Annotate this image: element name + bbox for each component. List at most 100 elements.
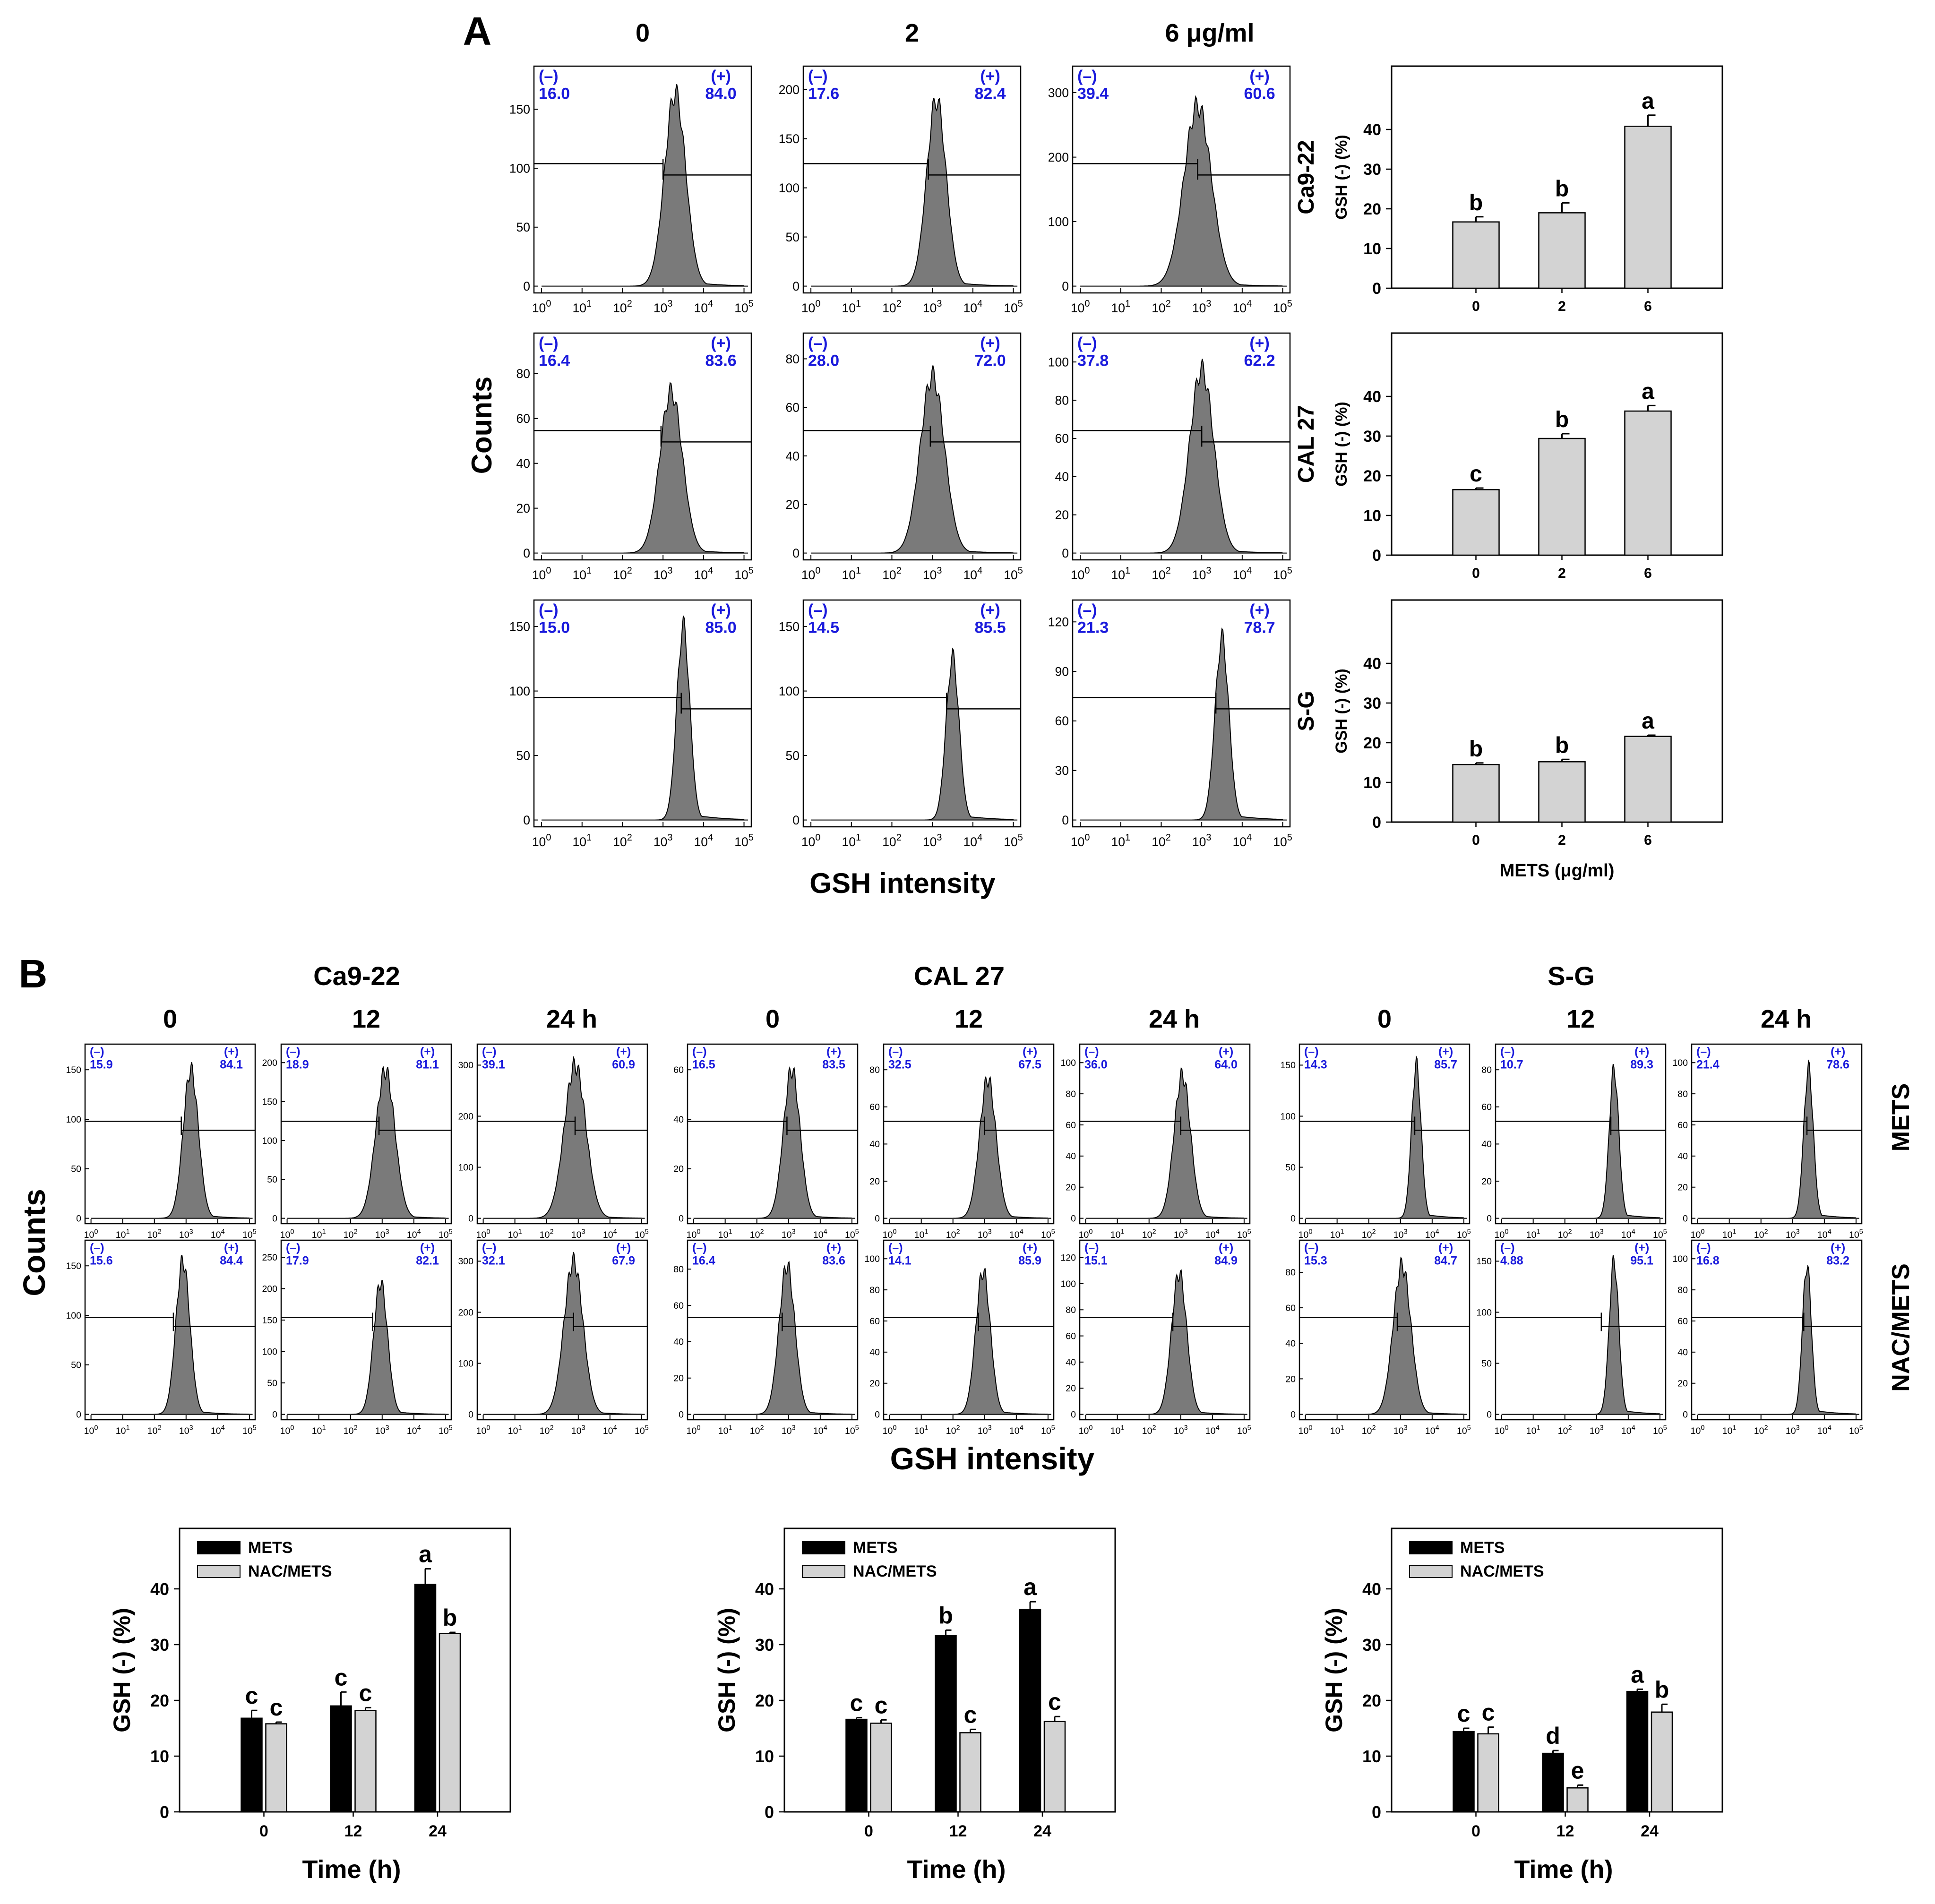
y-tick-label: 0	[792, 813, 800, 827]
x-tick-label: 102	[1142, 1424, 1156, 1436]
bar-ylabel: GSH (-) (%)	[714, 1608, 740, 1732]
histogram-b: (–)36.0 (+)64.0 0 20 40 60 80 100 100 101 102 103 10…	[1060, 1043, 1251, 1240]
bar-mets	[330, 1705, 352, 1813]
x-tick-label: 103	[923, 832, 942, 849]
y-tick-label: 40	[1066, 1151, 1076, 1162]
x-tick-label: 101	[1110, 1424, 1125, 1436]
x-tick-label: 103	[978, 1228, 992, 1240]
gate-positive-label: (+)	[1023, 1241, 1037, 1254]
x-tick-label: 103	[978, 1424, 992, 1436]
gate-negative-label: (–)	[1304, 1241, 1319, 1254]
significance-letter: d	[1546, 1723, 1560, 1749]
legend-label-mets: METS	[853, 1539, 897, 1557]
y-tick-label: 0	[160, 1802, 169, 1822]
y-tick-label: 100	[1672, 1058, 1688, 1068]
x-tick-label: 102	[613, 299, 632, 315]
y-tick-label: 150	[779, 132, 800, 146]
histogram-a: (–)21.3 (+)78.7 0 30 60 90 120 100 101 102 103 104 1…	[1048, 599, 1292, 849]
row-label-mets: METS	[1887, 1083, 1915, 1151]
y-tick-label: 0	[679, 1213, 684, 1224]
bar-ylabel: GSH (-) (%)	[109, 1608, 135, 1732]
x-tick-label: 2	[1558, 299, 1566, 314]
bar-mets	[1019, 1609, 1041, 1813]
x-tick-label: 104	[1233, 566, 1252, 582]
x-tick-label: 105	[1457, 1228, 1471, 1240]
x-tick-label: 102	[344, 1228, 358, 1240]
y-tick-label: 40	[516, 456, 531, 471]
concentration-header: 2	[905, 19, 919, 47]
gate-positive-label: (+)	[616, 1045, 631, 1058]
x-tick-label: 105	[242, 1424, 257, 1436]
y-tick-label: 150	[509, 102, 530, 116]
gate-positive-label: (+)	[1831, 1045, 1845, 1058]
y-tick-label: 30	[755, 1635, 774, 1655]
x-tick-label: 102	[540, 1228, 554, 1240]
x-tick-label: 103	[782, 1228, 796, 1240]
gate-positive-label: (+)	[1634, 1045, 1649, 1058]
gate-negative-label: (–)	[539, 601, 559, 619]
x-tick-label: 104	[694, 299, 714, 315]
cell-line-label: S-G	[1294, 691, 1319, 731]
gate-negative-value: 15.1	[1084, 1254, 1108, 1267]
significance-letter: c	[1457, 1700, 1471, 1727]
gate-negative-label: (–)	[888, 1045, 903, 1058]
gate-positive-value: 85.9	[1018, 1254, 1041, 1267]
y-tick-label: 50	[267, 1175, 277, 1185]
bar	[1538, 761, 1586, 823]
gate-positive-value: 82.1	[416, 1254, 439, 1267]
gate-positive-label: (+)	[711, 67, 731, 85]
gate-negative-label: (–)	[1500, 1241, 1515, 1254]
legend-label-mets: METS	[1460, 1539, 1505, 1557]
x-tick-label: 6	[1644, 566, 1652, 581]
histogram-curve	[542, 615, 748, 821]
concentration-header: 0	[636, 19, 650, 47]
significance-letter: a	[1642, 379, 1654, 404]
gate-negative-value: 15.0	[539, 619, 570, 637]
y-tick-label: 100	[66, 1311, 81, 1321]
y-tick-label: 50	[516, 220, 531, 234]
x-tick-label: 101	[914, 1424, 929, 1436]
y-tick-label: 200	[262, 1058, 277, 1068]
x-tick-label: 102	[882, 566, 902, 582]
y-tick-label: 60	[1285, 1303, 1296, 1313]
x-tick-label: 102	[1558, 1424, 1572, 1436]
y-tick-label: 40	[869, 1139, 880, 1149]
histogram-frame	[883, 1043, 1055, 1225]
bar-xlabel: Time (h)	[907, 1855, 1006, 1884]
x-tick-label: 105	[734, 566, 754, 582]
x-tick-label: 101	[1722, 1228, 1737, 1240]
x-tick-label: 104	[813, 1228, 827, 1240]
gate-negative-value: 4.88	[1500, 1254, 1523, 1267]
y-tick-label: 80	[1481, 1065, 1492, 1075]
y-tick-label: 100	[66, 1115, 81, 1125]
histogram-curve	[1080, 359, 1287, 554]
x-tick-label: 102	[750, 1424, 764, 1436]
x-tick-label: 101	[1111, 566, 1131, 582]
x-tick-label: 100	[532, 299, 551, 315]
histogram-frame	[280, 1043, 452, 1225]
x-tick-label: 105	[439, 1424, 453, 1436]
x-tick-label: 100	[1071, 299, 1090, 315]
histogram-a: (–)28.0 (+)72.0 0 20 40 60 80 100 101 102 103 104 10…	[786, 332, 1023, 582]
y-tick-label: 10	[150, 1747, 169, 1766]
x-tick-label: 103	[654, 299, 673, 315]
histogram-frame	[802, 599, 1022, 828]
gate-positive-label: (+)	[711, 334, 731, 352]
bar-mets	[241, 1717, 263, 1813]
x-tick-label: 103	[923, 566, 942, 582]
bar-nac-mets	[870, 1723, 892, 1813]
y-tick-label: 100	[1672, 1254, 1688, 1264]
y-tick-label: 100	[509, 684, 530, 698]
y-tick-label: 0	[1062, 813, 1069, 827]
x-tick-label: 103	[1393, 1424, 1408, 1436]
gate-positive-label: (+)	[1438, 1241, 1453, 1254]
gate-positive-label: (+)	[711, 601, 731, 619]
x-tick-label: 100	[280, 1228, 294, 1240]
gate-positive-value: 83.5	[822, 1058, 845, 1071]
x-tick-label: 105	[734, 832, 754, 849]
panel-label-a: A	[463, 9, 492, 53]
x-tick-label: 105	[1237, 1424, 1251, 1436]
y-tick-label: 0	[272, 1213, 277, 1224]
